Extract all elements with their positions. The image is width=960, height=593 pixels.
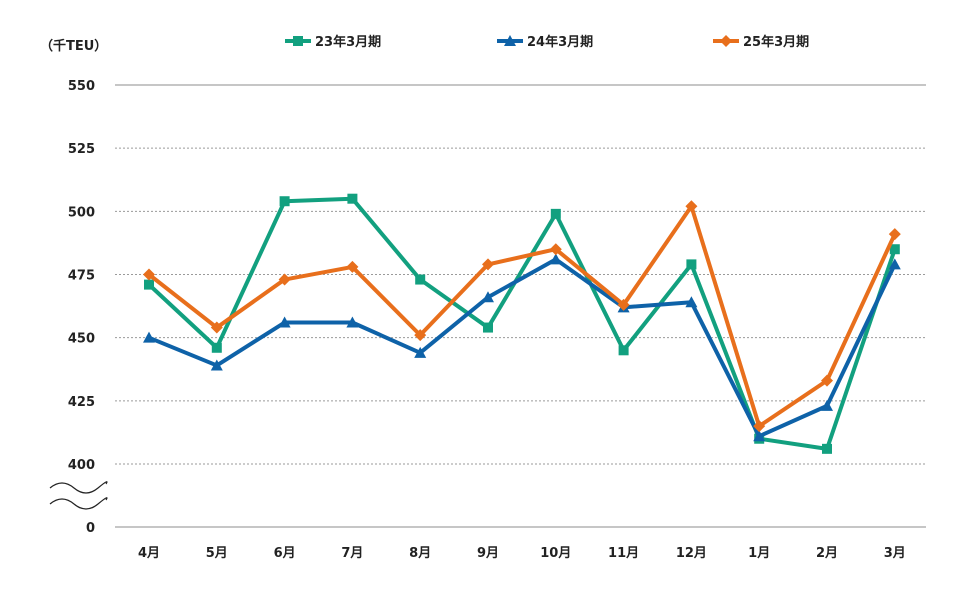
data-point [753, 430, 766, 442]
legend-marker [720, 35, 732, 47]
y-tick-label: 525 [68, 142, 95, 157]
data-point [685, 296, 698, 308]
data-point [549, 253, 562, 265]
data-point [347, 193, 358, 204]
series-line [147, 196, 897, 451]
axis-break-icon [49, 481, 108, 510]
data-point [143, 331, 155, 343]
y-tick-label: 450 [68, 332, 95, 347]
data-point [210, 359, 223, 371]
data-point [888, 228, 901, 241]
legend-item: 25年3月期 [713, 34, 809, 50]
x-tick-label: 9月 [477, 546, 499, 561]
y-tick-label: 400 [68, 458, 95, 473]
legend-label: 25年3月期 [743, 34, 809, 50]
data-point [415, 274, 426, 285]
data-point [549, 243, 562, 256]
data-point [753, 420, 766, 433]
x-tick-label: 7月 [341, 546, 363, 561]
series-line [147, 204, 897, 429]
data-point [279, 196, 290, 207]
data-point [888, 258, 901, 270]
series-2 [143, 200, 901, 433]
x-tick-label: 1月 [748, 546, 770, 561]
legend-label: 24年3月期 [527, 34, 593, 50]
x-tick-label: 5月 [206, 546, 228, 561]
legend-label: 23年3月期 [315, 34, 381, 50]
series-0 [144, 193, 900, 454]
legend-item: 23年3月期 [285, 34, 381, 50]
data-point [210, 321, 223, 334]
data-point [686, 259, 697, 270]
data-point [346, 316, 359, 328]
x-tick-label: 12月 [676, 546, 707, 561]
data-point [414, 346, 427, 358]
y-unit-label: （千TEU） [40, 38, 107, 54]
x-axis-ticks: 4月 5月 6月 7月 8月 9月 10月 11月 12月 1月 2月 3月 [138, 546, 906, 561]
x-tick-label: 10月 [540, 546, 571, 561]
data-point [618, 345, 629, 356]
series-line [147, 257, 897, 439]
data-point [821, 399, 833, 411]
y-tick-label: 475 [68, 269, 95, 284]
data-point [482, 258, 494, 271]
y-tick-label: 425 [68, 395, 95, 410]
y-tick-label: 550 [68, 79, 95, 94]
data-point [822, 443, 832, 454]
legend: 23年3月期 24年3月期 25年3月期 [285, 34, 809, 50]
data-point [550, 208, 561, 219]
series-1 [143, 253, 901, 442]
x-tick-label: 2月 [816, 546, 838, 561]
data-point [144, 279, 154, 290]
x-tick-label: 11月 [608, 546, 639, 561]
data-point [821, 374, 833, 387]
data-point [889, 244, 900, 255]
y-axis-ticks: 550 525 500 475 450 425 400 0 [68, 79, 95, 536]
y-tick-label: 0 [86, 521, 95, 536]
data-point [483, 322, 493, 333]
y-tick-label: 500 [68, 205, 95, 220]
x-tick-label: 3月 [884, 546, 906, 561]
data-point [278, 316, 291, 328]
x-tick-label: 6月 [274, 546, 296, 561]
legend-marker [504, 35, 516, 46]
data-point [143, 268, 155, 281]
x-tick-label: 8月 [409, 546, 431, 561]
data-point [346, 260, 359, 273]
legend-marker [293, 36, 303, 46]
x-tick-label: 4月 [138, 546, 160, 561]
data-point [617, 298, 630, 311]
data-point [211, 342, 222, 353]
data-point [414, 329, 427, 342]
data-point [482, 291, 494, 303]
series-group [143, 193, 901, 454]
data-point [685, 200, 698, 213]
legend-item: 24年3月期 [497, 34, 593, 50]
data-point [278, 273, 291, 286]
